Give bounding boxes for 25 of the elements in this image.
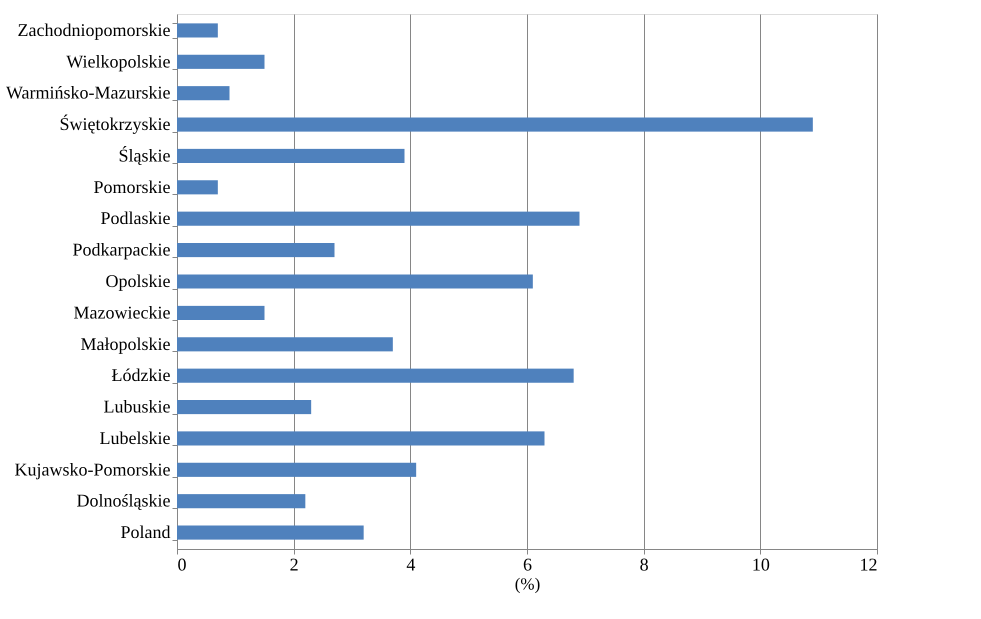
y-tick-label: Małopolskie — [80, 334, 170, 354]
y-tick-label: Poland — [120, 522, 170, 542]
y-tick-label: Lubelskie — [100, 428, 171, 448]
y-tick-label: Zachodniopomorskie — [18, 20, 171, 40]
y-tick-label: Kujawsko-Pomorskie — [14, 459, 170, 480]
y-tick-label: Opolskie — [106, 271, 171, 291]
x-tick-label: 10 — [752, 554, 770, 574]
y-tick-label: Warmińsko-Mazurskie — [6, 82, 170, 103]
x-tick-label: 6 — [523, 554, 532, 574]
y-tick-label: Mazowieckie — [74, 302, 171, 322]
x-tick-label: 0 — [178, 554, 186, 574]
x-tick-label: 4 — [406, 554, 416, 574]
y-tick-label: Świętokrzyskie — [60, 114, 171, 134]
x-axis-title: (%) — [514, 574, 540, 594]
y-tick-label: Lubuskie — [104, 396, 170, 417]
y-tick-label: Pomorskie — [93, 176, 170, 197]
y-tick-label: Wielkopolskie — [66, 51, 170, 72]
y-tick-label: Łódzkie — [112, 365, 170, 386]
x-tick-label: 2 — [290, 554, 299, 574]
y-tick-label: Podlaskie — [100, 208, 171, 228]
y-tick-label: Śląskie — [118, 145, 171, 166]
x-tick-label: 12 — [860, 554, 878, 574]
x-tick-label: 8 — [640, 554, 649, 574]
y-tick-label: Podkarpackie — [72, 240, 171, 260]
y-tick-label: Dolnośląskie — [76, 490, 170, 511]
